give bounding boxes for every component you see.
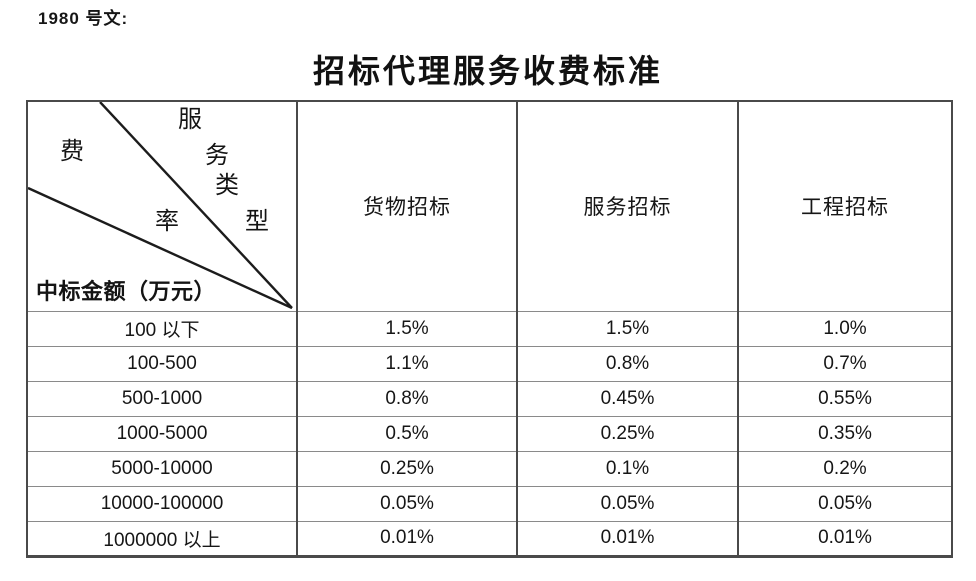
fee-rate-axis-char-1: 费	[60, 139, 84, 165]
column-header-engineering-bidding: 工程招标	[737, 101, 952, 311]
fee-cell-service: 1.5%	[516, 310, 738, 346]
document-title: 招标代理服务收费标准	[312, 53, 663, 89]
fee-cell-goods: 0.25%	[296, 450, 517, 486]
fee-cell-goods: 0.5%	[296, 415, 517, 451]
table-row: 5000-10000 0.25% 0.1% 0.2%	[27, 450, 952, 486]
fee-cell-service: 0.05%	[516, 485, 738, 521]
table-row: 10000-100000 0.05% 0.05% 0.05%	[27, 485, 952, 521]
fee-cell-engineering: 0.7%	[737, 345, 952, 381]
row-label-amount-range: 1000000 以上	[27, 520, 297, 556]
doc-number-label: 1980 号文:	[38, 9, 129, 28]
fee-cell-service: 0.45%	[516, 380, 738, 416]
fee-cell-service: 0.01%	[516, 520, 738, 556]
row-label-amount-range: 500-1000	[27, 380, 297, 416]
fee-cell-engineering: 0.55%	[737, 380, 952, 416]
fee-cell-goods: 0.8%	[296, 380, 517, 416]
fee-cell-engineering: 0.35%	[737, 415, 952, 451]
fee-cell-engineering: 0.2%	[737, 450, 952, 486]
fee-cell-goods: 0.01%	[296, 520, 517, 556]
diagonal-line-lower	[28, 186, 293, 310]
row-label-amount-range: 5000-10000	[27, 450, 297, 486]
table-row: 100 以下 1.5% 1.5% 1.0%	[27, 310, 952, 346]
table-row: 100-500 1.1% 0.8% 0.7%	[27, 345, 952, 381]
fee-cell-goods: 1.1%	[296, 345, 517, 381]
column-header-service-bidding: 服务招标	[516, 101, 738, 311]
service-type-axis-char-3: 类	[215, 173, 239, 199]
service-type-axis-char-2: 务	[205, 143, 229, 169]
fee-cell-service: 0.8%	[516, 345, 738, 381]
table-row: 1000-5000 0.5% 0.25% 0.35%	[27, 415, 952, 451]
table-header-row: 服 务 类 型 费 率 中标金额（万元） 货物招标 服务招标 工程招标	[27, 101, 952, 311]
fee-cell-engineering: 0.05%	[737, 485, 952, 521]
table-row: 1000000 以上 0.01% 0.01% 0.01%	[27, 520, 952, 556]
table-row: 500-1000 0.8% 0.45% 0.55%	[27, 380, 952, 416]
fee-standard-table: 服 务 类 型 费 率 中标金额（万元） 货物招标 服务招标 工程招标 100 …	[26, 100, 953, 558]
fee-cell-goods: 1.5%	[296, 310, 517, 346]
service-type-axis-char-1: 服	[178, 107, 202, 133]
fee-cell-goods: 0.05%	[296, 485, 517, 521]
column-header-goods-bidding: 货物招标	[296, 101, 517, 311]
fee-cell-engineering: 0.01%	[737, 520, 952, 556]
amount-axis-label: 中标金额（万元）	[36, 279, 217, 304]
fee-cell-engineering: 1.0%	[737, 310, 952, 346]
fee-rate-axis-char-2: 率	[155, 209, 179, 235]
table-corner-header-cell: 服 务 类 型 费 率 中标金额（万元）	[27, 101, 297, 311]
row-label-amount-range: 1000-5000	[27, 415, 297, 451]
service-type-axis-char-4: 型	[245, 209, 269, 235]
row-label-amount-range: 100-500	[27, 345, 297, 381]
fee-cell-service: 0.1%	[516, 450, 738, 486]
row-label-amount-range: 100 以下	[27, 310, 297, 346]
diagonal-line-upper	[99, 102, 293, 309]
diagonal-divider-lines	[28, 102, 293, 310]
row-label-amount-range: 10000-100000	[27, 485, 297, 521]
fee-cell-service: 0.25%	[516, 415, 738, 451]
